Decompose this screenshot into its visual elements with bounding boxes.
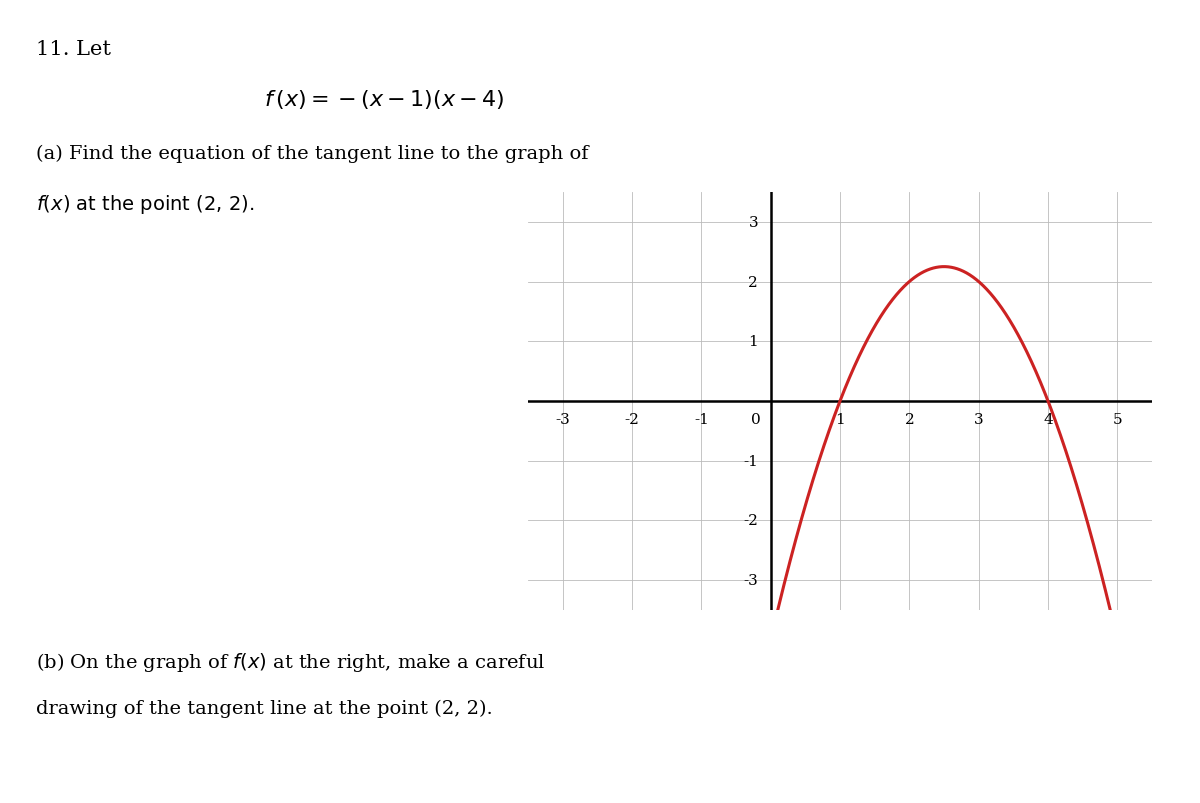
Text: -3: -3 [744, 573, 758, 588]
Text: -1: -1 [743, 454, 758, 468]
Text: 2: 2 [905, 412, 914, 426]
Text: -3: -3 [556, 412, 570, 426]
Text: 11. Let: 11. Let [36, 40, 112, 59]
Text: -1: -1 [694, 412, 709, 426]
Text: 0: 0 [750, 412, 761, 426]
Text: 5: 5 [1112, 412, 1122, 426]
Text: 4: 4 [1043, 412, 1052, 426]
Text: drawing of the tangent line at the point (2, 2).: drawing of the tangent line at the point… [36, 699, 493, 717]
Text: -2: -2 [624, 412, 640, 426]
Text: (a) Find the equation of the tangent line to the graph of: (a) Find the equation of the tangent lin… [36, 145, 588, 163]
Text: 1: 1 [749, 335, 758, 349]
Text: 2: 2 [749, 275, 758, 289]
Text: -2: -2 [743, 514, 758, 528]
Text: $f(x)$ at the point (2, 2).: $f(x)$ at the point (2, 2). [36, 193, 254, 216]
Text: 1: 1 [835, 412, 845, 426]
Text: $f\,(x) = -(x-1)(x-4)$: $f\,(x) = -(x-1)(x-4)$ [264, 88, 505, 112]
Text: 3: 3 [974, 412, 984, 426]
Text: 3: 3 [749, 215, 758, 230]
Text: (b) On the graph of $f(x)$ at the right, make a careful: (b) On the graph of $f(x)$ at the right,… [36, 650, 545, 674]
